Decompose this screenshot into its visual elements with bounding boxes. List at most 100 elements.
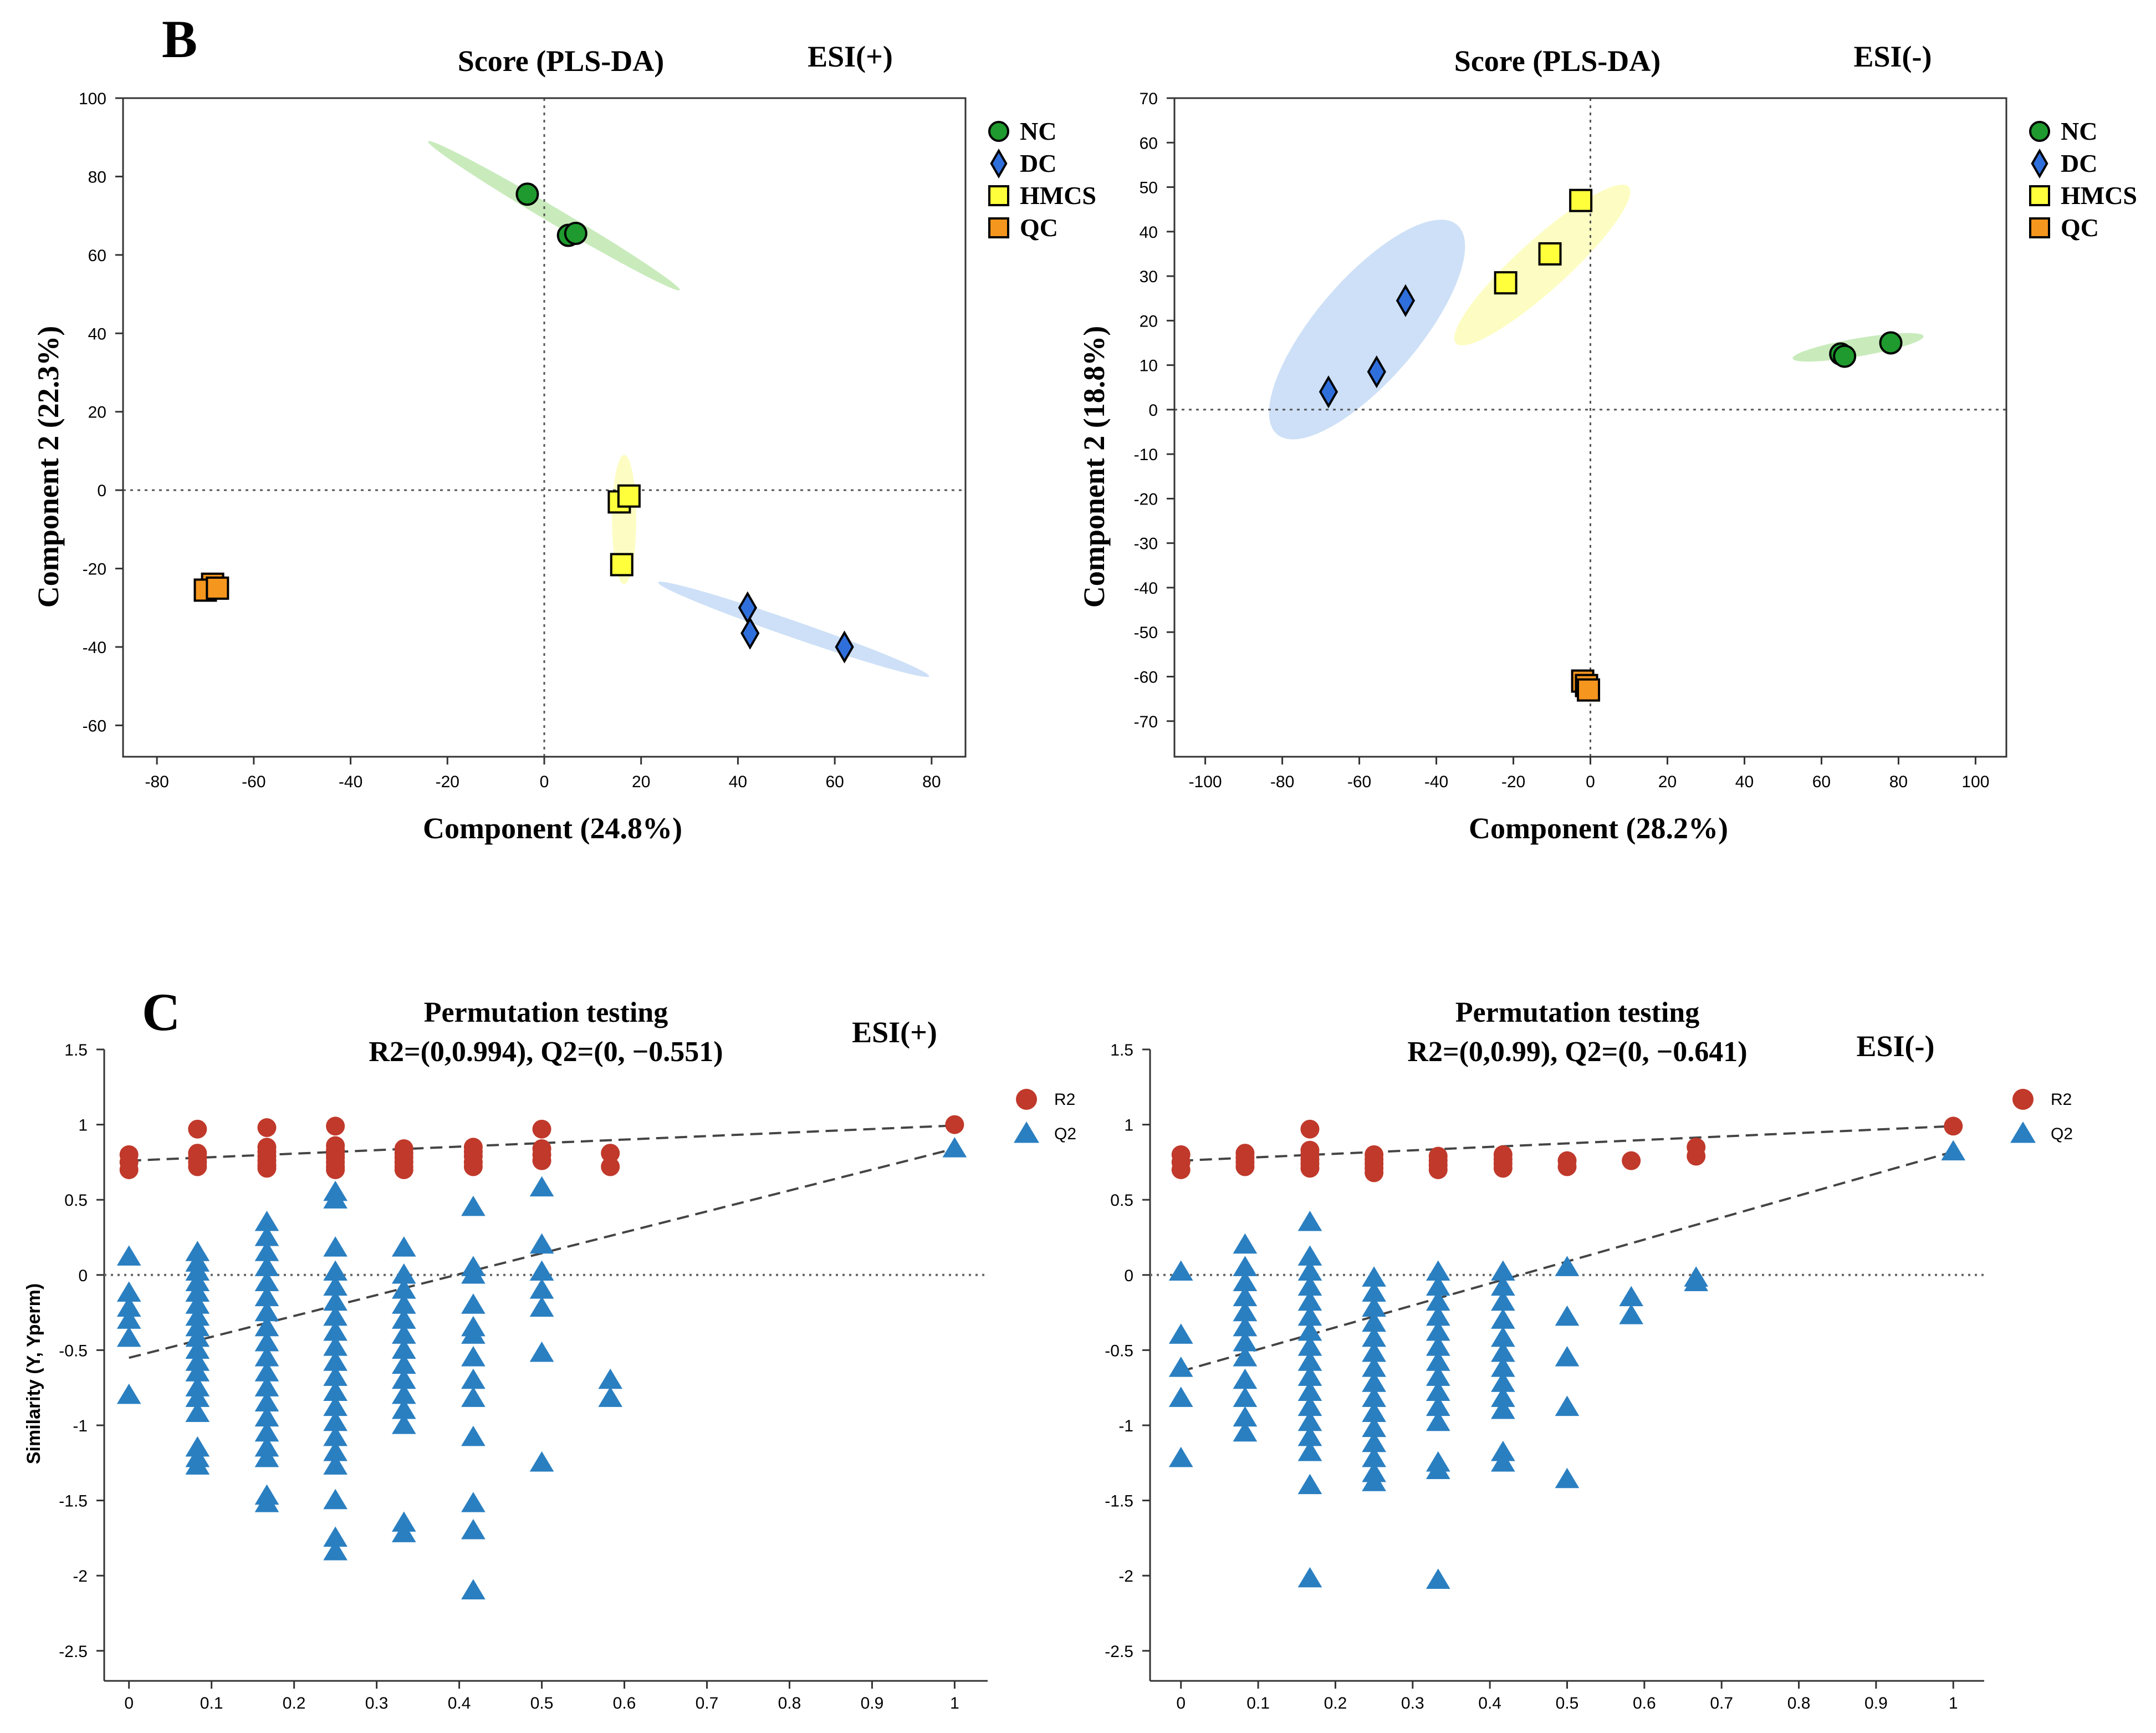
q2-point bbox=[323, 1320, 348, 1341]
q2-point bbox=[1426, 1336, 1450, 1356]
legend-marker-q2 bbox=[1014, 1122, 1039, 1143]
q2-point bbox=[461, 1579, 486, 1599]
r2-point bbox=[601, 1144, 620, 1163]
r2-regression-line bbox=[1181, 1125, 1954, 1162]
q2-point bbox=[323, 1410, 348, 1431]
chart-subtitle: R2=(0,0.994), Q2=(0, −0.551) bbox=[369, 1036, 723, 1068]
q2-point bbox=[1426, 1350, 1450, 1371]
x-tick-label: 0.3 bbox=[365, 1694, 389, 1712]
legend-label-q2: Q2 bbox=[1054, 1125, 1076, 1143]
q2-point bbox=[1297, 1380, 1322, 1401]
q2-point bbox=[391, 1398, 416, 1419]
plot-frame bbox=[122, 97, 967, 758]
q2-point bbox=[1362, 1281, 1386, 1302]
x-tick-label: 1 bbox=[950, 1694, 959, 1712]
q2-point bbox=[254, 1226, 279, 1246]
q2-point bbox=[1941, 1140, 1966, 1161]
y-tick-label: -2.5 bbox=[1105, 1643, 1133, 1661]
q2-point bbox=[1490, 1341, 1515, 1362]
q2-point bbox=[254, 1331, 279, 1352]
q2-point bbox=[1426, 1260, 1450, 1281]
point-hmcs bbox=[1494, 271, 1518, 295]
y-tick-label: -20 bbox=[1134, 490, 1158, 508]
x-tick-label: 80 bbox=[922, 773, 941, 791]
x-tick-label: 0 bbox=[540, 773, 549, 791]
q2-point bbox=[1297, 1350, 1322, 1371]
q2-point bbox=[185, 1338, 210, 1359]
q2-point bbox=[1426, 1365, 1450, 1386]
q2-point bbox=[254, 1421, 279, 1442]
point-hmcs bbox=[610, 553, 633, 577]
q2-point bbox=[1362, 1341, 1386, 1362]
q2-point bbox=[1426, 1380, 1450, 1401]
q2-point bbox=[391, 1522, 416, 1542]
y-tick-label: 40 bbox=[1140, 223, 1158, 242]
r2-point bbox=[1622, 1151, 1641, 1170]
y-tick-label: 60 bbox=[88, 247, 106, 265]
confidence-ellipse-dc bbox=[658, 582, 929, 677]
q2-point bbox=[254, 1241, 279, 1261]
q2-point bbox=[391, 1338, 416, 1359]
q2-point bbox=[1362, 1311, 1386, 1332]
y-tick-label: 1.5 bbox=[64, 1041, 88, 1059]
q2-point bbox=[1168, 1260, 1193, 1281]
r2-point bbox=[326, 1117, 345, 1136]
q2-point bbox=[1168, 1446, 1193, 1467]
q2-point bbox=[1490, 1308, 1515, 1329]
q2-point bbox=[185, 1436, 210, 1457]
x-tick-label: 20 bbox=[632, 773, 650, 791]
x-tick-label: -20 bbox=[436, 773, 459, 791]
q2-point bbox=[391, 1353, 416, 1374]
legend-label-nc: NC bbox=[1020, 117, 1056, 145]
y-tick-label: -60 bbox=[83, 717, 106, 735]
q2-point bbox=[1297, 1275, 1322, 1296]
y-tick-label: 1 bbox=[78, 1117, 88, 1135]
x-tick-label: 0.5 bbox=[1556, 1694, 1579, 1712]
legend-marker-hmcs bbox=[2029, 185, 2050, 206]
x-tick-label: 40 bbox=[1735, 773, 1754, 791]
q2-point bbox=[391, 1511, 416, 1532]
x-tick-label: 0.4 bbox=[1478, 1694, 1501, 1712]
q2-point bbox=[1362, 1471, 1386, 1491]
x-tick-label: 0.7 bbox=[1710, 1694, 1733, 1712]
q2-point bbox=[185, 1241, 210, 1261]
q2-point bbox=[1168, 1387, 1193, 1407]
q2-point bbox=[116, 1308, 141, 1329]
y-tick-label: 20 bbox=[88, 404, 106, 422]
panel-label-c: C bbox=[142, 982, 180, 1042]
q2-point bbox=[1233, 1271, 1258, 1292]
q2-point bbox=[185, 1293, 210, 1314]
q2-point bbox=[1490, 1326, 1515, 1347]
q2-point bbox=[1490, 1372, 1515, 1392]
q2-point bbox=[1362, 1266, 1386, 1287]
ionization-mode-label: ESI(-) bbox=[1853, 40, 1932, 73]
x-tick-label: 40 bbox=[729, 773, 747, 791]
q2-point bbox=[1297, 1395, 1322, 1416]
q2-point bbox=[1684, 1271, 1709, 1292]
q2-point bbox=[254, 1346, 279, 1367]
q2-point bbox=[323, 1236, 348, 1257]
y-axis-label: Component 2 (18.8%) bbox=[1077, 326, 1111, 608]
q2-point bbox=[461, 1323, 486, 1344]
legend-marker-r2 bbox=[1016, 1089, 1037, 1110]
q2-point bbox=[461, 1492, 486, 1512]
x-tick-label: 0.1 bbox=[1246, 1694, 1270, 1712]
legend-label-dc: DC bbox=[2061, 149, 2097, 177]
x-axis-label: Component (28.2%) bbox=[1469, 812, 1728, 845]
q2-point bbox=[185, 1387, 210, 1407]
q2-point bbox=[185, 1350, 210, 1371]
x-tick-label: 100 bbox=[1961, 773, 1989, 791]
q2-point bbox=[185, 1305, 210, 1326]
y-tick-label: 1 bbox=[1124, 1117, 1133, 1135]
q2-point bbox=[598, 1387, 623, 1407]
q2-point bbox=[1233, 1406, 1258, 1427]
q2-point bbox=[1362, 1416, 1386, 1438]
y-tick-label: -1 bbox=[73, 1417, 88, 1435]
x-tick-label: 1 bbox=[1949, 1694, 1958, 1712]
q2-point bbox=[1233, 1387, 1258, 1407]
legend-marker-nc bbox=[2029, 121, 2050, 142]
legend-label-hmcs: HMCS bbox=[2061, 181, 2137, 210]
point-dc bbox=[740, 616, 760, 650]
x-tick-label: 0.4 bbox=[448, 1694, 471, 1712]
